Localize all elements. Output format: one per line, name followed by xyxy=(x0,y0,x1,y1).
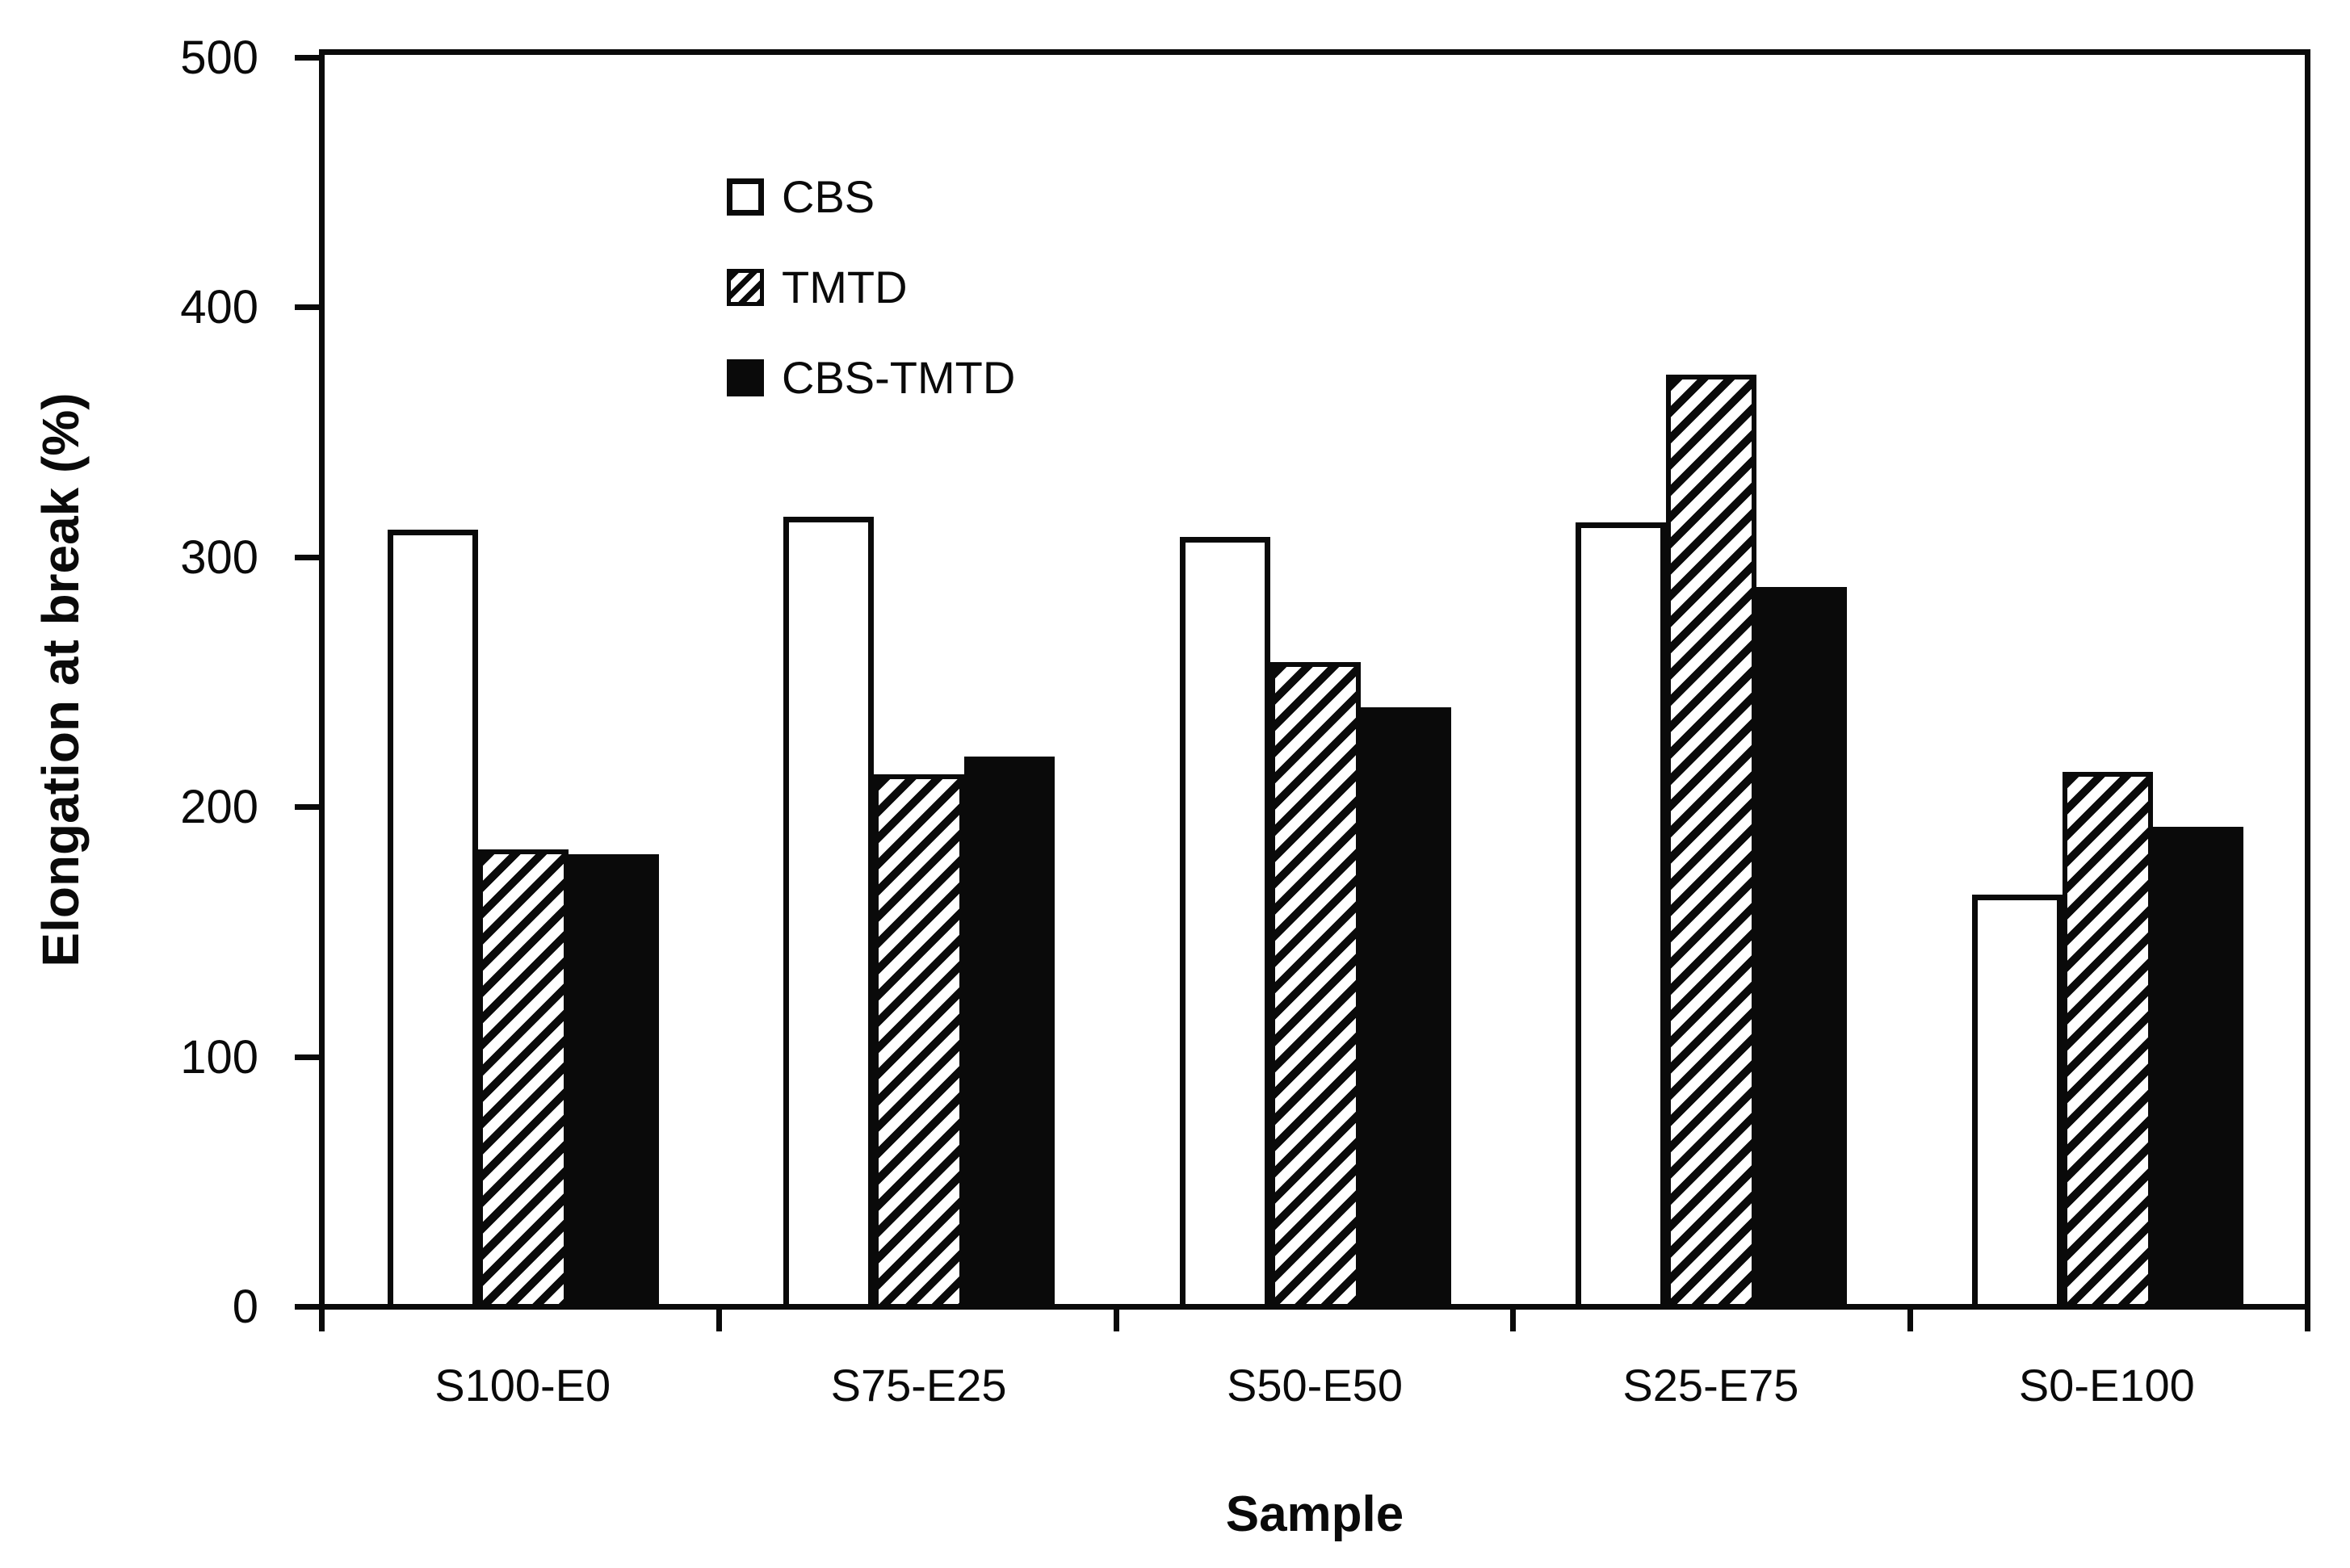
bar-cbs-s100-e0 xyxy=(388,530,478,1304)
plot-area: CBS TMTD CBS-TMTD xyxy=(319,49,2310,1310)
bar-cbs-s75-e25 xyxy=(783,517,875,1304)
bar-cbs-tmtd-s75-e25 xyxy=(964,757,1055,1304)
bar-tmtd-s0-e100 xyxy=(2062,772,2153,1304)
x-tick-mark-5 xyxy=(2305,1304,2310,1331)
y-tick-label-500: 500 xyxy=(180,31,258,84)
y-tick-label-400: 400 xyxy=(180,281,258,334)
y-tick-label-0: 0 xyxy=(232,1281,258,1333)
x-category-label-s50-e50: S50-E50 xyxy=(1227,1360,1403,1411)
y-tick-label-100: 100 xyxy=(180,1030,258,1084)
legend-item-cbs-tmtd: CBS-TMTD xyxy=(727,354,1015,402)
x-axis-title: Sample xyxy=(1225,1486,1404,1542)
bar-cbs-tmtd-s25-e75 xyxy=(1756,587,1848,1304)
legend: CBS TMTD CBS-TMTD xyxy=(727,173,1015,444)
legend-item-cbs: CBS xyxy=(727,173,1015,221)
y-tick-mark-300 xyxy=(295,554,319,560)
y-tick-label-300: 300 xyxy=(180,530,258,584)
x-category-label-s100-e0: S100-E0 xyxy=(434,1360,611,1411)
bar-cbs-s50-e50 xyxy=(1179,537,1270,1304)
legend-item-tmtd: TMTD xyxy=(727,263,1015,312)
bar-cbs-tmtd-s0-e100 xyxy=(2152,827,2243,1304)
x-category-label-s0-e100: S0-E100 xyxy=(2018,1360,2195,1411)
legend-label-tmtd: TMTD xyxy=(782,262,908,312)
x-tick-mark-2 xyxy=(1113,1304,1119,1331)
y-tick-mark-100 xyxy=(295,1054,319,1060)
y-tick-label-200: 200 xyxy=(180,781,258,834)
bar-tmtd-s100-e0 xyxy=(478,849,569,1304)
legend-swatch-tmtd-icon xyxy=(727,269,764,306)
y-tick-mark-0 xyxy=(295,1304,319,1310)
legend-swatch-cbs-icon xyxy=(727,178,764,216)
x-tick-mark-3 xyxy=(1510,1304,1517,1331)
legend-label-cbs-tmtd: CBS-TMTD xyxy=(782,352,1016,403)
legend-label-cbs: CBS xyxy=(782,171,875,222)
y-axis-title: Elongation at break (%) xyxy=(31,392,90,967)
x-tick-mark-0 xyxy=(319,1304,325,1331)
y-tick-mark-400 xyxy=(295,304,319,311)
legend-swatch-cbs-tmtd-icon xyxy=(727,359,764,396)
bar-tmtd-s25-e75 xyxy=(1666,375,1757,1304)
x-category-label-s25-e75: S25-E75 xyxy=(1622,1360,1799,1411)
bar-cbs-tmtd-s50-e50 xyxy=(1360,707,1451,1304)
bar-tmtd-s75-e25 xyxy=(874,774,965,1304)
bar-cbs-s0-e100 xyxy=(1971,895,2063,1304)
y-tick-mark-500 xyxy=(295,55,319,61)
bar-tmtd-s50-e50 xyxy=(1269,662,1361,1304)
x-tick-mark-1 xyxy=(715,1304,722,1331)
bar-cbs-s25-e75 xyxy=(1576,522,1667,1304)
x-tick-mark-4 xyxy=(1907,1304,1914,1331)
x-category-label-s75-e25: S75-E25 xyxy=(830,1360,1007,1411)
y-tick-mark-200 xyxy=(295,804,319,811)
bar-cbs-tmtd-s100-e0 xyxy=(569,854,659,1304)
